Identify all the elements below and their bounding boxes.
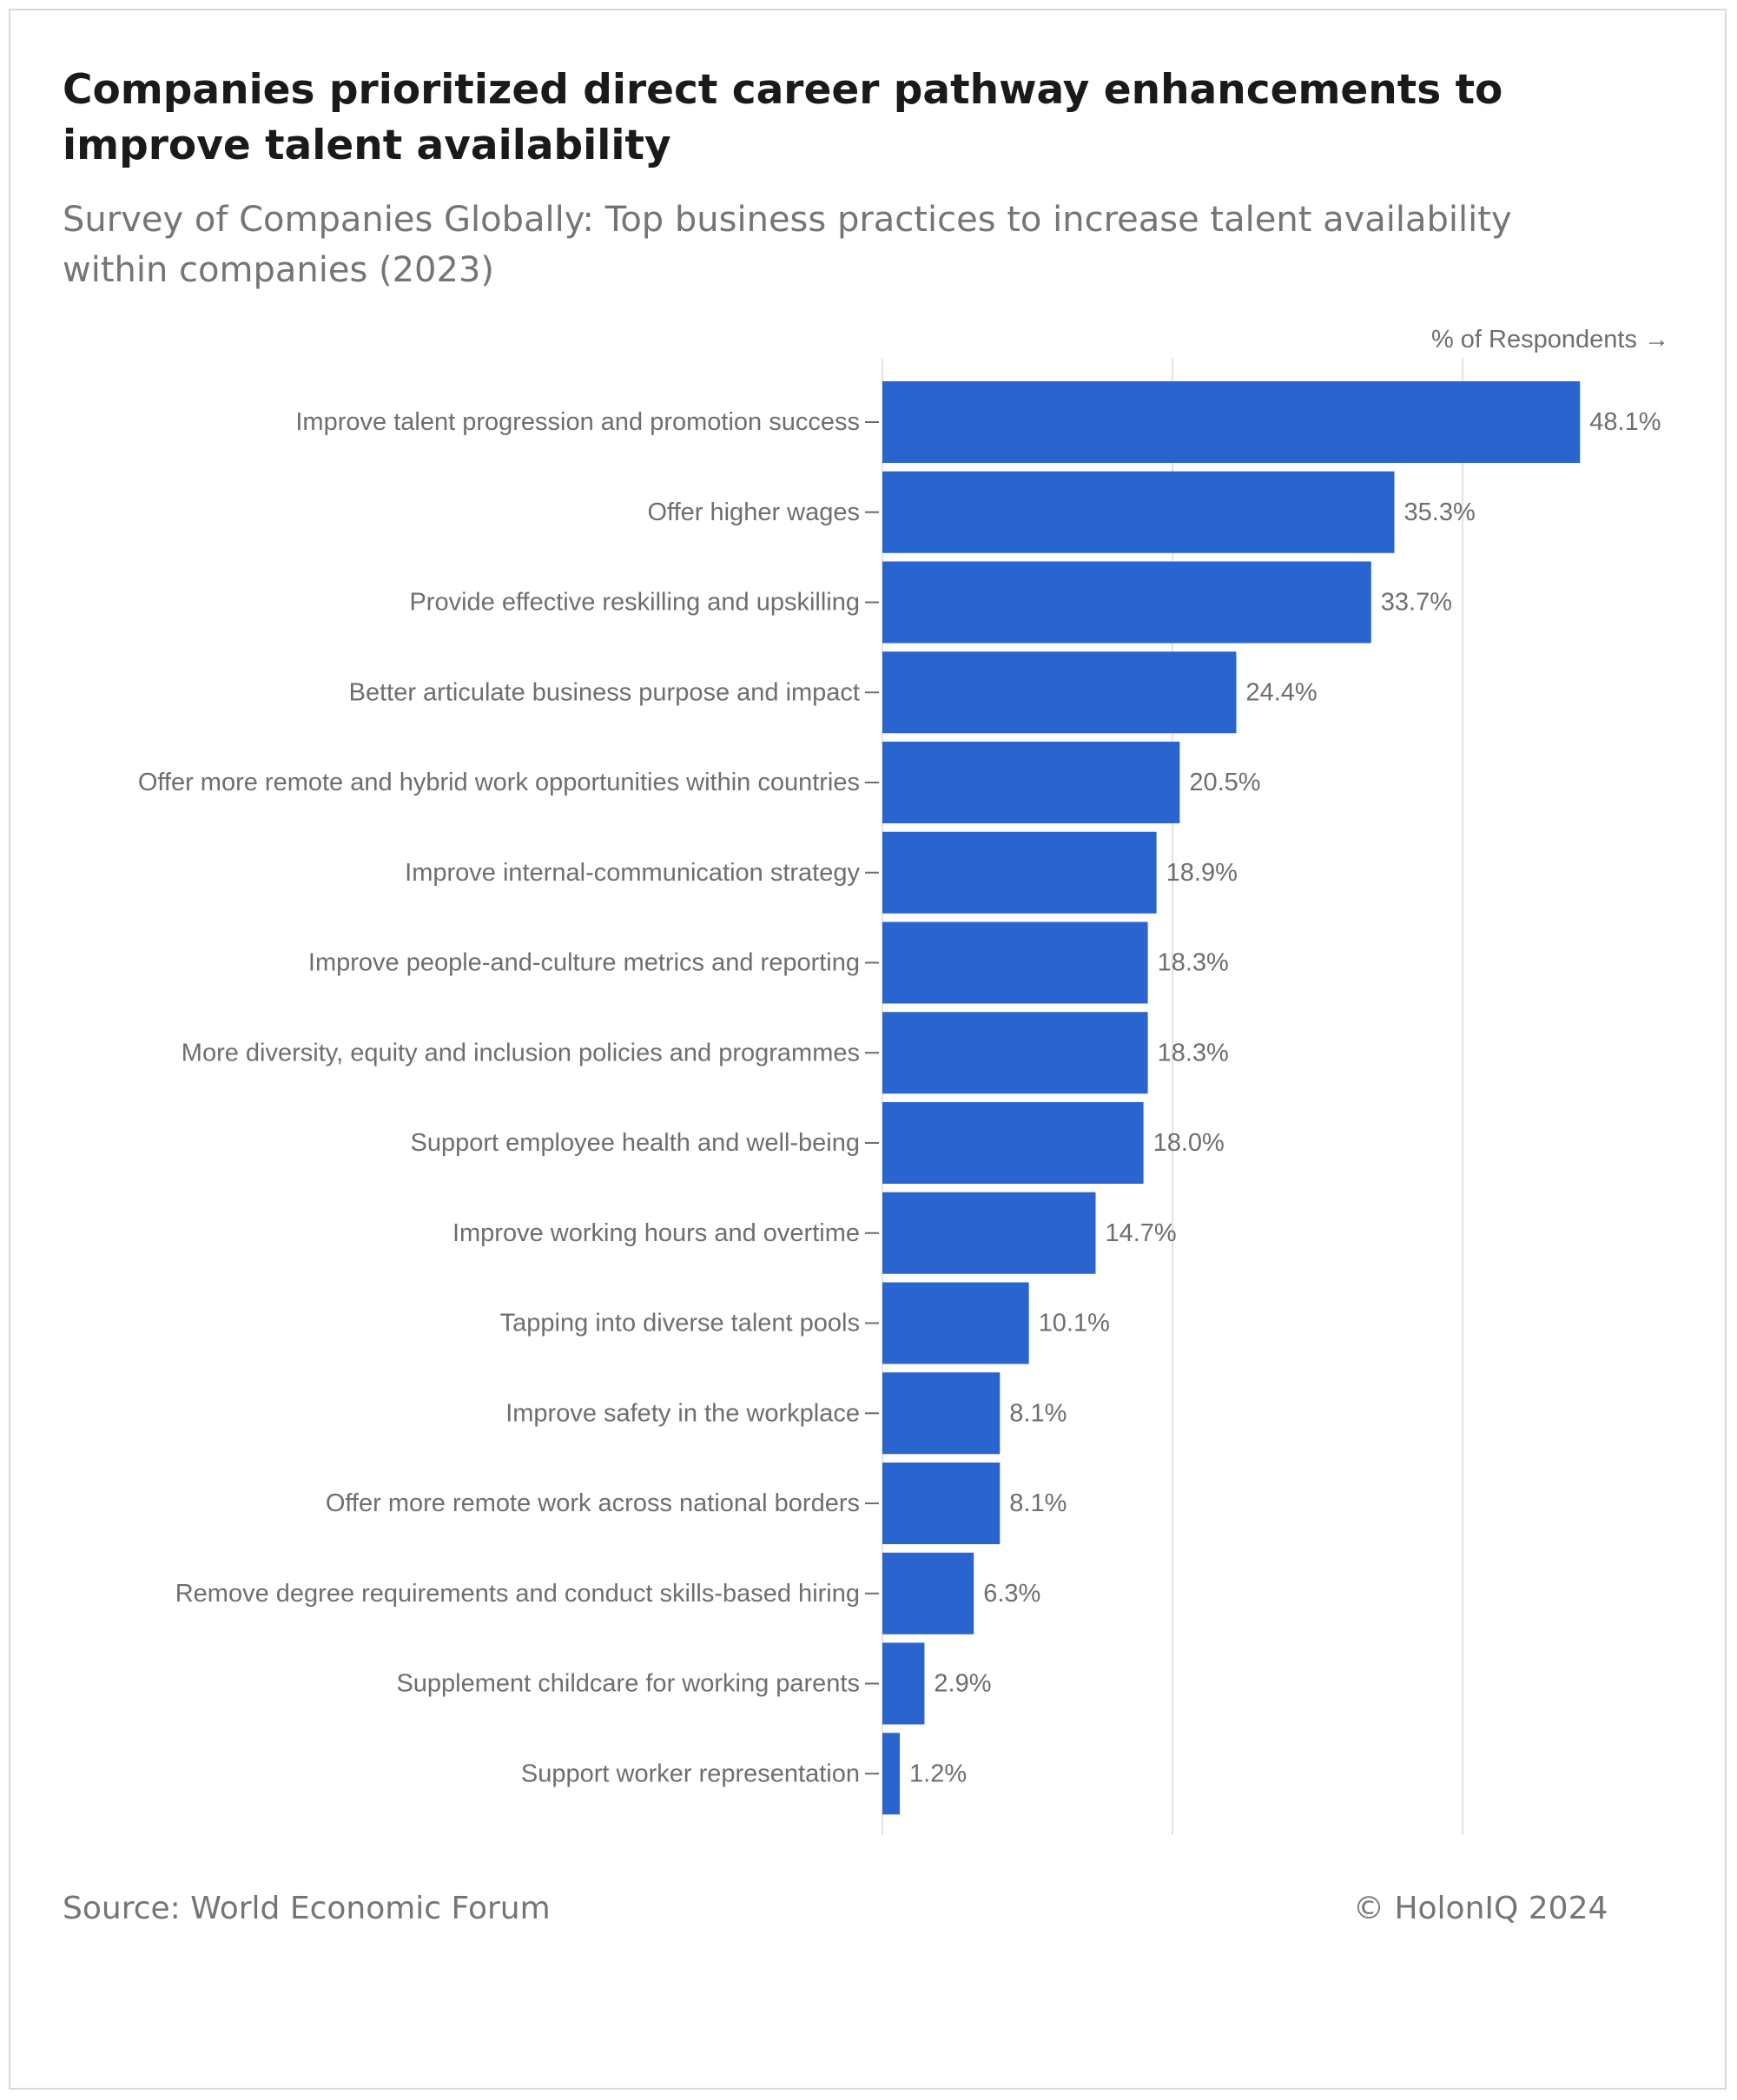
category-label: Supplement childcare for working parents (396, 1670, 860, 1698)
bar (882, 1102, 1144, 1184)
value-label: 18.0% (1153, 1129, 1225, 1157)
value-label: 14.7% (1105, 1219, 1176, 1247)
bar (882, 831, 1157, 914)
category-label: Improve internal-communication strategy (405, 859, 860, 887)
bar (882, 742, 1180, 823)
copyright-note: © HolonIQ 2024 (1353, 1891, 1608, 1926)
bar (882, 1463, 1001, 1544)
bar (882, 1192, 1096, 1274)
category-label: Support worker representation (521, 1760, 860, 1787)
x-axis-label: % of Respondents → (1431, 326, 1669, 353)
category-ticks (865, 421, 879, 1775)
category-label: Support employee health and well-being (410, 1129, 860, 1157)
value-label: 33.7% (1381, 589, 1452, 617)
chart-subtitle: Survey of Companies Globally: Top busine… (63, 200, 1512, 290)
bar (882, 651, 1237, 734)
bar (882, 471, 1395, 553)
value-label: 35.3% (1404, 499, 1476, 526)
bar (882, 1552, 974, 1634)
value-label: 48.1% (1589, 408, 1661, 436)
category-labels: Improve talent progression and promotion… (138, 408, 861, 1787)
bars (882, 381, 1581, 1815)
category-label: Improve people-and-culture metrics and r… (308, 949, 860, 977)
bar (882, 1012, 1148, 1094)
value-label: 2.9% (934, 1670, 991, 1698)
category-label: Better articulate business purpose and i… (349, 678, 860, 706)
source-note: Source: World Economic Forum (63, 1891, 551, 1926)
value-label: 8.1% (1009, 1399, 1067, 1427)
value-label: 24.4% (1245, 678, 1317, 706)
value-label: 10.1% (1039, 1310, 1110, 1337)
value-label: 6.3% (983, 1580, 1040, 1608)
category-label: More diversity, equity and inclusion pol… (182, 1039, 860, 1067)
category-label: Offer higher wages (648, 499, 861, 526)
bar (882, 1372, 1001, 1455)
category-label: Improve working hours and overtime (452, 1219, 860, 1247)
value-label: 1.2% (909, 1760, 967, 1787)
bar (882, 381, 1581, 463)
bar (882, 1733, 901, 1815)
category-label: Improve safety in the workplace (505, 1399, 860, 1427)
value-label: 18.3% (1158, 949, 1229, 977)
bar (882, 921, 1148, 1004)
bar (882, 1282, 1029, 1364)
value-label: 20.5% (1189, 769, 1260, 796)
category-label: Remove degree requirements and conduct s… (175, 1580, 860, 1608)
value-label: 18.9% (1166, 859, 1238, 887)
value-label: 8.1% (1009, 1489, 1067, 1517)
value-label: 18.3% (1158, 1039, 1229, 1067)
chart-card (9, 9, 1727, 2090)
category-label: Provide effective reskilling and upskill… (409, 589, 860, 617)
value-labels: 48.1% 35.3% 33.7% 24.4% 20.5% 18.9% 18.3% 18.3%… (909, 408, 1661, 1787)
category-label: Offer more remote work across national b… (326, 1489, 860, 1517)
category-label: Improve talent progression and promotion… (295, 408, 860, 436)
category-label: Tapping into diverse talent pools (500, 1310, 860, 1337)
bar (882, 561, 1371, 644)
category-label: Offer more remote and hybrid work opport… (138, 769, 860, 796)
chart-title: Companies prioritized direct career path… (63, 66, 1503, 169)
bar (882, 1642, 925, 1725)
